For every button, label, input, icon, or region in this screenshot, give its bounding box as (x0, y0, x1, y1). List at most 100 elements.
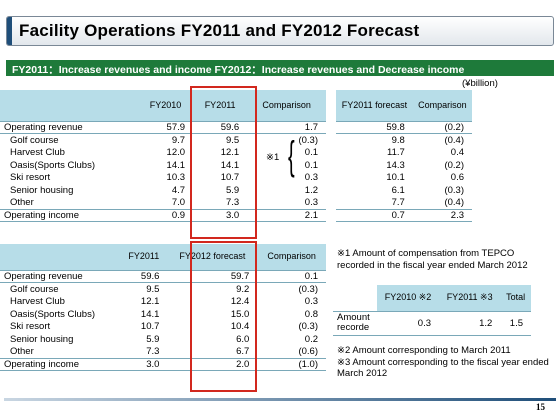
row-label: Senior housing (10, 333, 74, 345)
table-header-row: FY2010 FY2011 Comparison (0, 90, 326, 121)
cell: 1.7 (247, 120, 326, 135)
cell: 0.1 (304, 159, 318, 171)
cell: 14.3 (386, 159, 405, 171)
row-label: Other (10, 197, 34, 209)
table-row: Harvest Club 12.0 12.1 0.1 (0, 146, 326, 159)
brace: { (288, 134, 295, 178)
table-header-row: FY2010 ※2 FY2011 ※3 Total (333, 285, 531, 311)
fy2011-forecast-table: FY2011 forecast Comparison 59.8 (0.2) 9.8… (336, 90, 472, 223)
cell: 3.0 (120, 357, 168, 372)
cell: 57.9 (137, 120, 194, 135)
cell: 12.4 (230, 295, 250, 307)
row-label: Operating revenue (0, 120, 138, 135)
cell: (0.3) (298, 321, 318, 333)
table-row: Other 7.3 6.7 (0.6) (0, 346, 326, 359)
cell: (0.3) (298, 283, 318, 295)
page-title: Facility Operations FY2011 and FY2012 Fo… (19, 21, 420, 40)
cell: 1.2 (439, 310, 501, 336)
title-box: Facility Operations FY2011 and FY2012 Fo… (6, 16, 554, 46)
row-label: Operating income (0, 357, 121, 372)
cell: 9.5 (146, 283, 160, 295)
unit-label: (¥billion) (462, 78, 498, 89)
cell: 0.4 (450, 146, 464, 158)
cell: 0.9 (137, 208, 194, 223)
header-cell: Total (500, 285, 531, 311)
table-row: Operating revenue 57.9 59.6 1.7 (0, 120, 326, 135)
cell: 59.7 (167, 269, 258, 284)
table-header-row: FY2011 forecast Comparison (336, 90, 472, 121)
row-label: Operating income (0, 208, 138, 223)
table-row: Operating income 3.0 2.0 (1.0) (0, 357, 326, 372)
cell: 7.3 (225, 197, 240, 209)
cell: 14.1 (140, 308, 160, 320)
cell: 6.0 (236, 333, 250, 345)
note-fy-march-2012: ※3 Amount corresponding to the fiscal ye… (337, 356, 549, 380)
table-row: 11.7 0.4 (336, 146, 472, 159)
cell: 2.0 (167, 357, 258, 372)
compensation-table: FY2010 ※2 FY2011 ※3 Total Amount recorde… (333, 285, 531, 336)
cell: 10.3 (166, 172, 186, 184)
table-row: 9.8 (0.4) (336, 134, 472, 147)
cell: (0.4) (444, 197, 464, 209)
cell: 0.3 (304, 172, 318, 184)
fy2012-forecast-table: FY2011 FY2012 forecast Comparison Operat… (0, 244, 326, 372)
table-row: Oasis(Sports Clubs) 14.1 14.1 0.1 (0, 159, 326, 172)
row-label: Golf course (10, 283, 59, 295)
row-label: Senior housing (10, 184, 74, 196)
table-row: Senior housing 4.7 5.9 1.2 (0, 184, 326, 197)
row-label: Harvest Club (10, 295, 65, 307)
cell: 0.7 (336, 208, 413, 223)
cell: 9.7 (171, 134, 186, 146)
header-cell: FY2010 ※2 (377, 285, 440, 311)
highlight-box (190, 241, 257, 392)
table-row: Senior housing 5.9 6.0 0.2 (0, 333, 326, 346)
footer-line (4, 398, 556, 401)
cell: 7.3 (146, 346, 160, 358)
cell: 0.3 (377, 310, 440, 336)
cell: 10.4 (230, 321, 250, 333)
header-cell: FY2011 ※3 (439, 285, 501, 311)
header-cell: FY2012 forecast (167, 244, 258, 270)
cell: 7.7 (391, 197, 405, 209)
row-label: Oasis(Sports Clubs) (10, 159, 95, 171)
table-row: Oasis(Sports Clubs) 14.1 15.0 0.8 (0, 308, 326, 321)
cell: 12.1 (140, 295, 160, 307)
header-cell (333, 285, 377, 311)
table-row: Operating income 0.9 3.0 2.1 (0, 208, 326, 223)
summary-banner: FY2011：Increase revenues and income FY20… (6, 60, 554, 76)
cell: 59.6 (120, 269, 168, 284)
highlight-box (190, 86, 257, 239)
table-row: Other 7.0 7.3 0.3 (0, 197, 326, 210)
row-label: Ski resort (10, 321, 51, 333)
cell: 10.1 (386, 172, 405, 184)
header-cell: Comparison (257, 244, 326, 270)
cell: 7.0 (171, 197, 186, 209)
row-label: Harvest Club (10, 146, 65, 158)
cell: 11.7 (387, 146, 405, 158)
cell: (0.3) (298, 134, 318, 146)
cell: 59.8 (336, 120, 413, 135)
title-accent (7, 17, 12, 45)
cell: 0.3 (304, 197, 318, 209)
cell: 0.1 (304, 146, 318, 158)
cell: 2.1 (247, 208, 326, 223)
note-mark: ※1 (266, 152, 280, 163)
fy2011-results-table: FY2010 FY2011 Comparison Operating reven… (0, 90, 326, 223)
table-row: Golf course 9.7 9.5 (0.3) (0, 134, 326, 147)
row-label: Amount recorde (333, 310, 377, 336)
cell: (0.4) (444, 134, 464, 146)
cell: (1.0) (257, 357, 326, 372)
header-cell: FY2011 forecast (336, 90, 413, 121)
table-row: Ski resort 10.3 10.7 0.3 (0, 171, 326, 184)
cell: 6.7 (236, 346, 250, 358)
cell: 5.9 (146, 333, 160, 345)
table-row: 14.3 (0.2) (336, 159, 472, 172)
row-label: Operating revenue (0, 269, 121, 284)
cell: (0.6) (298, 346, 318, 358)
table-row: 0.7 2.3 (336, 208, 472, 223)
header-cell: Comparison (412, 90, 472, 121)
cell: 0.1 (257, 269, 326, 284)
cell: 12.0 (166, 146, 186, 158)
table-row: Ski resort 10.7 10.4 (0.3) (0, 320, 326, 333)
cell: 0.3 (304, 295, 318, 307)
